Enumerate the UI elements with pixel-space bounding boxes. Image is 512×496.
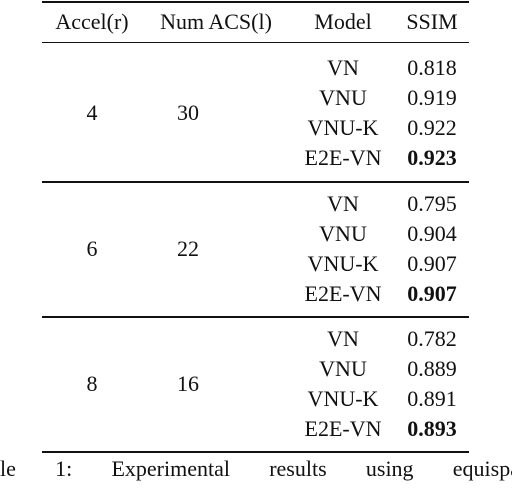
ssim-cell: 0.795 xyxy=(407,191,457,216)
model-cell: VNU-K xyxy=(307,386,379,411)
group-rule xyxy=(42,181,469,183)
ssim-cell: 0.889 xyxy=(407,356,457,381)
model-cell: VNU-K xyxy=(307,251,379,276)
header-cell: Accel(r) xyxy=(55,9,129,34)
model-cell: VN xyxy=(327,191,359,216)
model-cell: E2E-VN xyxy=(304,145,382,170)
model-cell: VN xyxy=(327,326,359,351)
accel-cell: 4 xyxy=(86,100,98,125)
accel-cell: 6 xyxy=(86,236,98,261)
group-rule xyxy=(42,316,469,318)
model-cell: VNU xyxy=(319,85,367,110)
bottom-rule xyxy=(42,451,469,453)
ssim-cell: 0.907 xyxy=(407,281,457,306)
header-cell: Model xyxy=(314,9,372,34)
acs-cell: 30 xyxy=(177,100,199,125)
ssim-cell: 0.893 xyxy=(407,416,457,441)
model-cell: VN xyxy=(327,55,359,80)
acs-cell: 16 xyxy=(177,371,199,396)
header-cell: Num ACS(l) xyxy=(160,9,272,34)
accel-cell: 8 xyxy=(86,371,98,396)
header-cell: SSIM xyxy=(406,9,458,34)
model-cell: VNU-K xyxy=(307,115,379,140)
header-rule xyxy=(42,42,469,43)
ssim-cell: 0.818 xyxy=(407,55,457,80)
top-rule xyxy=(42,1,469,3)
ssim-cell: 0.782 xyxy=(407,326,457,351)
caption: le 1: Experimental results using equispa xyxy=(0,456,512,481)
ssim-cell: 0.923 xyxy=(407,145,457,170)
ssim-cell: 0.904 xyxy=(407,221,457,246)
model-cell: E2E-VN xyxy=(304,281,382,306)
ssim-cell: 0.891 xyxy=(407,386,457,411)
ssim-cell: 0.919 xyxy=(407,85,457,110)
ssim-cell: 0.907 xyxy=(407,251,457,276)
acs-cell: 22 xyxy=(177,236,199,261)
model-cell: VNU xyxy=(319,221,367,246)
ssim-cell: 0.922 xyxy=(407,115,457,140)
model-cell: VNU xyxy=(319,356,367,381)
model-cell: E2E-VN xyxy=(304,416,382,441)
